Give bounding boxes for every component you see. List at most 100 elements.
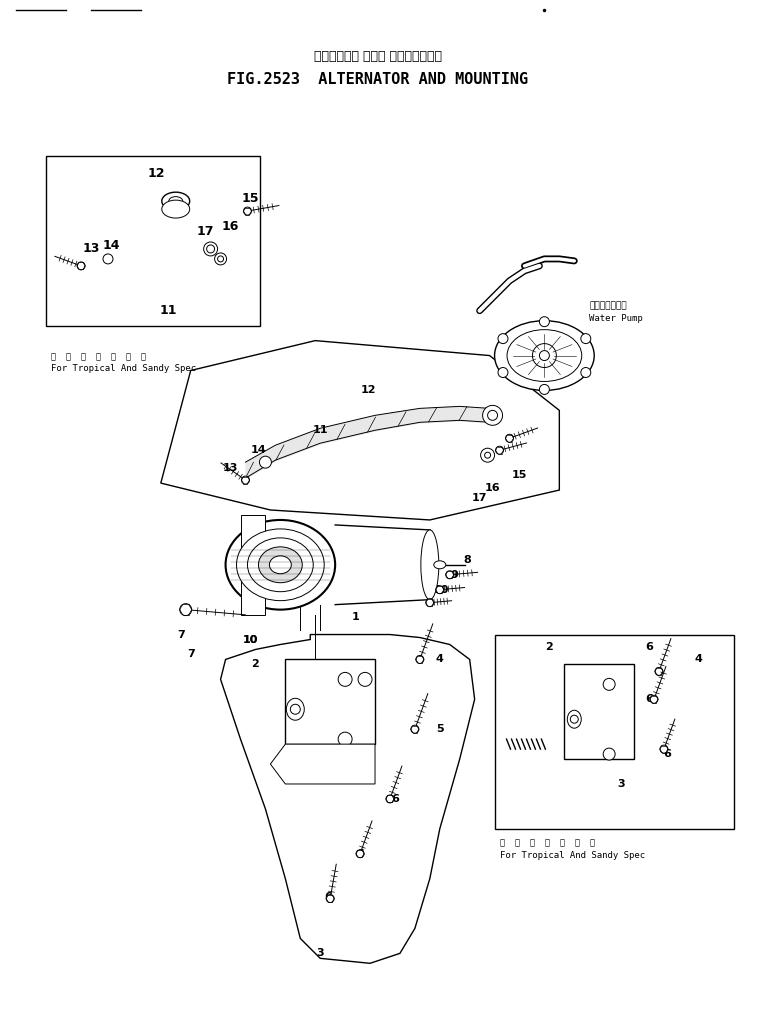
Ellipse shape [258, 547, 302, 583]
Text: 10: 10 [243, 635, 258, 645]
Circle shape [660, 745, 668, 753]
Text: 11: 11 [313, 425, 328, 435]
Text: 16: 16 [484, 483, 500, 493]
Text: 2: 2 [546, 643, 553, 652]
Text: 13: 13 [83, 242, 100, 256]
Text: For Tropical And Sandy Spec: For Tropical And Sandy Spec [500, 851, 645, 860]
Circle shape [103, 254, 113, 264]
Circle shape [179, 603, 192, 615]
Circle shape [356, 850, 364, 858]
Text: 5: 5 [436, 724, 444, 734]
Text: For Tropical And Sandy Spec: For Tropical And Sandy Spec [51, 364, 196, 372]
Text: 3: 3 [316, 948, 324, 958]
Ellipse shape [226, 520, 335, 609]
Circle shape [386, 795, 394, 803]
Circle shape [274, 559, 286, 571]
Ellipse shape [236, 529, 324, 600]
Ellipse shape [567, 710, 581, 728]
Circle shape [241, 477, 250, 484]
Text: 6: 6 [663, 749, 671, 759]
Circle shape [650, 696, 658, 704]
Ellipse shape [507, 330, 581, 381]
Text: 9: 9 [450, 570, 459, 580]
Circle shape [326, 894, 334, 902]
Bar [285, 659, 375, 744]
Circle shape [655, 667, 663, 675]
Circle shape [506, 434, 513, 442]
Circle shape [416, 655, 424, 663]
Circle shape [358, 672, 372, 686]
Circle shape [498, 367, 508, 377]
Text: 10: 10 [243, 635, 258, 645]
Circle shape [481, 448, 494, 462]
Text: 7: 7 [177, 630, 185, 640]
Text: 1: 1 [351, 611, 359, 622]
Circle shape [217, 256, 223, 262]
Circle shape [260, 456, 272, 468]
Text: ウォータポンプ: ウォータポンプ [589, 301, 627, 310]
Circle shape [581, 334, 590, 344]
Ellipse shape [269, 556, 291, 574]
Text: 12: 12 [360, 385, 375, 395]
Text: 14: 14 [251, 445, 266, 455]
Circle shape [540, 384, 550, 394]
Text: 6: 6 [645, 643, 653, 652]
Polygon shape [270, 744, 375, 784]
Text: 6: 6 [356, 849, 364, 859]
Ellipse shape [162, 193, 190, 210]
Circle shape [532, 344, 556, 367]
Circle shape [570, 715, 578, 723]
Text: 10: 10 [434, 585, 450, 594]
Circle shape [426, 598, 434, 606]
Circle shape [498, 334, 508, 344]
Ellipse shape [286, 699, 304, 720]
Bar [46, 156, 260, 325]
Ellipse shape [169, 197, 182, 206]
Circle shape [338, 672, 352, 686]
Text: 8: 8 [464, 555, 472, 565]
Bar [241, 515, 266, 614]
Ellipse shape [494, 320, 594, 390]
Text: 3: 3 [617, 779, 625, 789]
Circle shape [488, 411, 497, 421]
Text: 特  希  砂  塵  地  仕  様: 特 希 砂 塵 地 仕 様 [500, 839, 594, 848]
Circle shape [603, 678, 615, 691]
Text: 15: 15 [512, 470, 527, 480]
Circle shape [244, 207, 251, 215]
Ellipse shape [162, 200, 190, 218]
Circle shape [436, 586, 444, 593]
Text: 2: 2 [251, 659, 260, 669]
Text: 11: 11 [160, 304, 178, 317]
Ellipse shape [248, 537, 313, 592]
Circle shape [214, 252, 226, 265]
Circle shape [581, 367, 590, 377]
Text: 6: 6 [391, 794, 399, 804]
Text: 7: 7 [187, 649, 195, 659]
Text: 6: 6 [645, 695, 653, 705]
Circle shape [338, 732, 352, 746]
Text: Water Pump: Water Pump [589, 314, 643, 323]
Circle shape [77, 262, 85, 270]
Circle shape [540, 351, 550, 361]
Circle shape [603, 748, 615, 760]
Circle shape [496, 446, 503, 454]
Text: 4: 4 [695, 654, 702, 664]
Text: 14: 14 [102, 239, 120, 252]
Circle shape [484, 452, 491, 458]
Text: 13: 13 [223, 463, 238, 474]
Circle shape [540, 316, 550, 327]
Bar [564, 664, 634, 759]
Circle shape [291, 705, 301, 714]
Text: 12: 12 [147, 166, 164, 179]
Bar [494, 635, 734, 828]
Text: 15: 15 [241, 192, 259, 205]
Circle shape [483, 406, 503, 425]
Text: 17: 17 [197, 224, 214, 237]
Circle shape [204, 242, 217, 256]
Circle shape [411, 725, 419, 733]
Text: 16: 16 [222, 220, 239, 232]
Text: オルタネータ および マウンティング: オルタネータ および マウンティング [314, 50, 442, 63]
Text: 特  希  砂  塵  地  仕  様: 特 希 砂 塵 地 仕 様 [51, 353, 146, 362]
Text: 17: 17 [472, 493, 488, 503]
Text: FIG.2523  ALTERNATOR AND MOUNTING: FIG.2523 ALTERNATOR AND MOUNTING [227, 72, 528, 87]
